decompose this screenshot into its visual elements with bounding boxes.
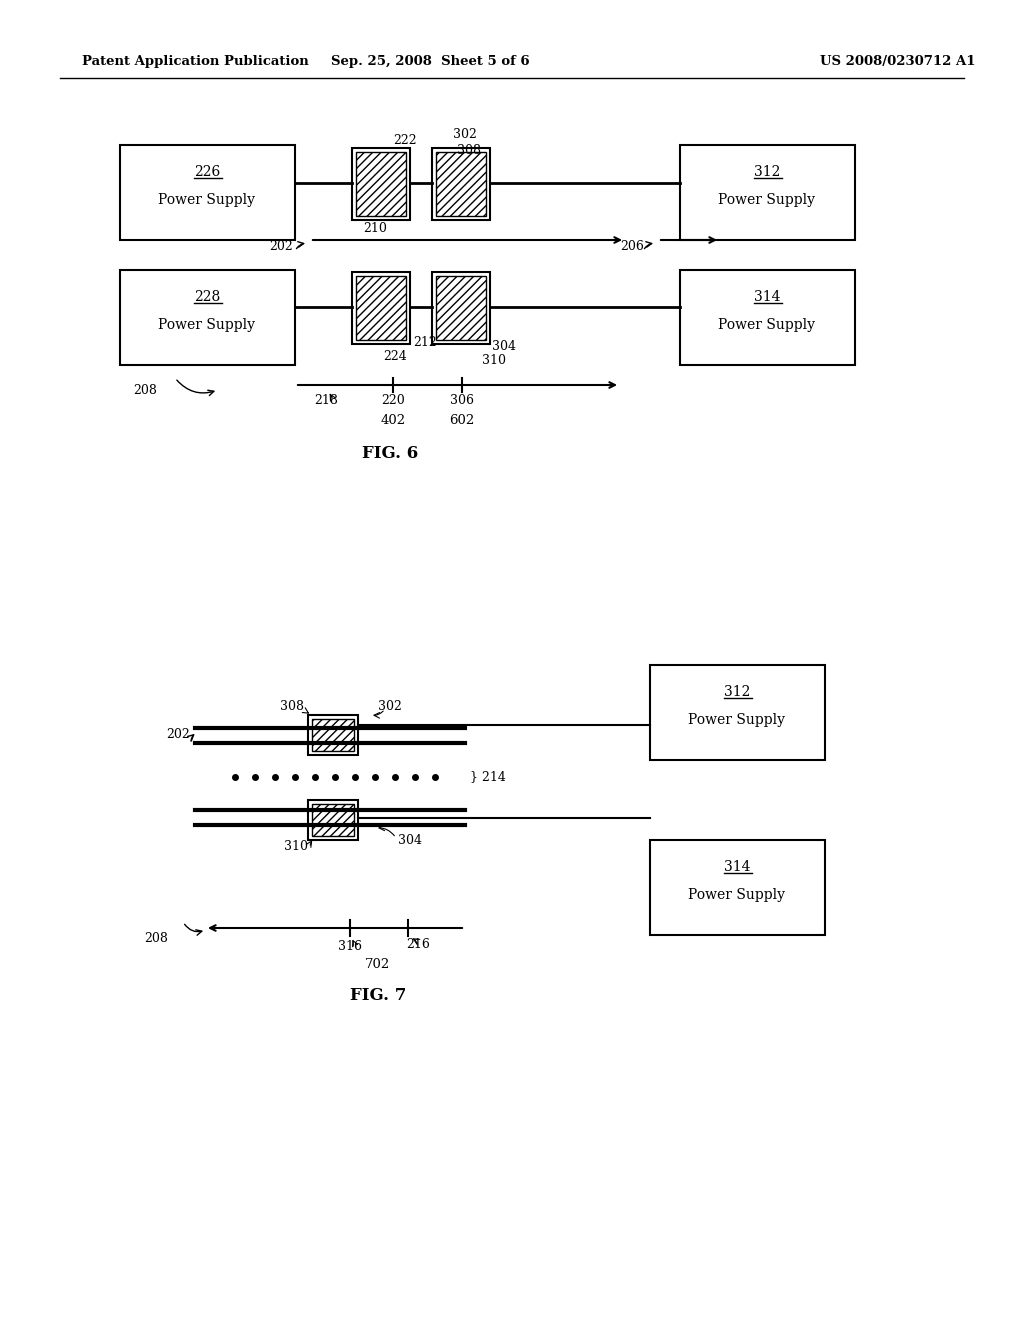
Bar bbox=[120, 271, 295, 366]
Text: 702: 702 bbox=[366, 958, 390, 972]
Bar bbox=[352, 148, 410, 220]
Bar bbox=[432, 272, 490, 345]
Bar bbox=[356, 152, 406, 216]
Text: 228: 228 bbox=[194, 290, 220, 304]
Bar bbox=[308, 800, 358, 840]
Text: 302: 302 bbox=[453, 128, 477, 141]
Text: 308: 308 bbox=[280, 701, 304, 714]
Text: Power Supply: Power Supply bbox=[719, 193, 815, 207]
Bar bbox=[680, 145, 855, 240]
Bar bbox=[312, 804, 354, 836]
Text: 302: 302 bbox=[378, 700, 402, 713]
Text: Power Supply: Power Supply bbox=[688, 888, 785, 902]
Text: 202: 202 bbox=[166, 729, 190, 742]
Text: US 2008/0230712 A1: US 2008/0230712 A1 bbox=[820, 55, 976, 69]
Text: 402: 402 bbox=[381, 413, 406, 426]
Text: 216: 216 bbox=[407, 939, 430, 952]
Text: Sep. 25, 2008  Sheet 5 of 6: Sep. 25, 2008 Sheet 5 of 6 bbox=[331, 55, 529, 69]
Bar bbox=[356, 276, 406, 341]
Text: Power Supply: Power Supply bbox=[159, 193, 256, 207]
Text: FIG. 7: FIG. 7 bbox=[350, 986, 407, 1003]
Bar bbox=[312, 719, 354, 751]
Text: FIG. 6: FIG. 6 bbox=[361, 445, 418, 462]
Text: Power Supply: Power Supply bbox=[688, 713, 785, 727]
Text: 308: 308 bbox=[457, 144, 481, 157]
Text: 304: 304 bbox=[492, 339, 516, 352]
Text: 312: 312 bbox=[754, 165, 780, 180]
Text: } 214: } 214 bbox=[470, 771, 506, 784]
Text: 206: 206 bbox=[621, 239, 644, 252]
Bar bbox=[650, 665, 825, 760]
Text: 304: 304 bbox=[398, 833, 422, 846]
Bar bbox=[436, 276, 486, 341]
Bar bbox=[650, 840, 825, 935]
Text: 314: 314 bbox=[724, 861, 751, 874]
Text: 312: 312 bbox=[724, 685, 751, 700]
Text: 316: 316 bbox=[338, 940, 362, 953]
Bar bbox=[436, 152, 486, 216]
Text: 314: 314 bbox=[754, 290, 780, 304]
Text: 208: 208 bbox=[144, 932, 168, 945]
Text: 222: 222 bbox=[393, 133, 417, 147]
Text: Power Supply: Power Supply bbox=[719, 318, 815, 333]
Text: 220: 220 bbox=[381, 393, 404, 407]
Text: 208: 208 bbox=[133, 384, 157, 397]
Text: Patent Application Publication: Patent Application Publication bbox=[82, 55, 309, 69]
Text: 602: 602 bbox=[450, 413, 475, 426]
Text: Power Supply: Power Supply bbox=[159, 318, 256, 333]
Bar bbox=[120, 145, 295, 240]
Text: 310: 310 bbox=[482, 354, 506, 367]
Bar bbox=[308, 715, 358, 755]
Bar bbox=[432, 148, 490, 220]
Text: 212: 212 bbox=[413, 337, 437, 350]
Text: 226: 226 bbox=[194, 165, 220, 180]
Text: 306: 306 bbox=[450, 393, 474, 407]
Text: 224: 224 bbox=[383, 350, 407, 363]
Text: 218: 218 bbox=[314, 395, 338, 408]
Text: 210: 210 bbox=[362, 222, 387, 235]
Text: 202: 202 bbox=[269, 239, 293, 252]
Bar bbox=[352, 272, 410, 345]
Bar bbox=[680, 271, 855, 366]
Text: 310: 310 bbox=[284, 841, 308, 854]
